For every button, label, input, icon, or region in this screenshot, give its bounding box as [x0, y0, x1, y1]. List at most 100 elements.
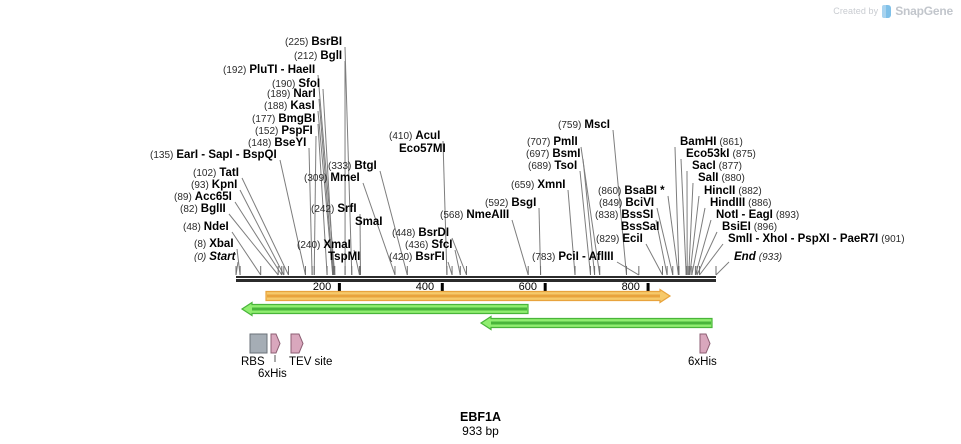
enzyme-label[interactable]: End (933): [734, 251, 782, 264]
enzyme-name: HindIII: [710, 197, 746, 209]
enzyme-position: (420): [389, 252, 413, 263]
enzyme-leader-line: [656, 207, 674, 276]
enzyme-label[interactable]: (152) PspFI: [255, 125, 313, 138]
enzyme-label[interactable]: HindIII (886): [710, 197, 772, 210]
enzyme-label[interactable]: (177) BmgBI: [252, 113, 315, 126]
enzyme-name: TspMI: [328, 251, 361, 263]
enzyme-label[interactable]: NotI - EagI (893): [716, 209, 799, 222]
enzyme-label[interactable]: SacI (877): [692, 160, 742, 173]
enzyme-name: Eco57MI: [399, 143, 446, 155]
ruler-tick: [440, 283, 444, 291]
enzyme-name: BsrFI: [415, 251, 445, 263]
enzyme-label[interactable]: (225) BsrBI: [285, 36, 342, 49]
enzyme-label[interactable]: (333) BtgI: [328, 160, 377, 173]
enzyme-position: (190): [272, 79, 296, 90]
enzyme-label[interactable]: (8) XbaI: [194, 238, 234, 251]
enzyme-position: (192): [223, 65, 247, 76]
enzyme-name: TsoI: [554, 160, 578, 172]
enzyme-position: (225): [285, 37, 309, 48]
enzyme-label[interactable]: (309) MmeI: [304, 172, 360, 185]
enzyme-name: BsrBI: [311, 36, 343, 48]
enzyme-label[interactable]: (188) KasI: [264, 100, 315, 113]
enzyme-label[interactable]: (659) XmnI: [511, 179, 565, 192]
enzyme-label[interactable]: (93) KpnI: [191, 179, 237, 192]
feature-box-RBS: [249, 333, 268, 354]
enzyme-leader-line: [667, 195, 679, 276]
enzyme-label[interactable]: Eco53kI (875): [686, 148, 756, 161]
enzyme-label[interactable]: (89) Acc65I: [174, 191, 232, 204]
enzyme-leader-line: [231, 231, 262, 276]
enzyme-position: (189): [267, 89, 291, 100]
enzyme-name: Start: [209, 251, 236, 263]
enzyme-label[interactable]: (135) EarI - SapI - BspQI: [150, 149, 277, 162]
enzyme-label[interactable]: (829) EciI: [596, 233, 643, 246]
enzyme-label[interactable]: (759) MscI: [558, 119, 610, 132]
enzyme-position: (568): [440, 210, 464, 221]
enzyme-label[interactable]: (192) PluTI - HaeII: [223, 64, 315, 77]
enzyme-position: (448): [392, 228, 416, 239]
enzyme-label[interactable]: (420) BsrFI: [389, 251, 445, 264]
enzyme-name: PluTI - HaeII: [249, 64, 316, 76]
enzyme-label[interactable]: (689) TsoI: [528, 160, 577, 173]
enzyme-position: (829): [596, 234, 620, 245]
enzyme-label[interactable]: (189) NarI: [267, 88, 316, 101]
enzyme-name: SrfI: [337, 203, 357, 215]
feature-label[interactable]: TEV site: [289, 356, 333, 368]
enzyme-name: NarI: [293, 88, 316, 100]
feature-shapes: [249, 333, 711, 354]
enzyme-name: BssSaI: [621, 221, 660, 233]
enzyme-label[interactable]: BamHI (861): [680, 136, 743, 149]
enzyme-name: PspFI: [281, 125, 313, 137]
enzyme-leader-line: [699, 243, 724, 276]
enzyme-label[interactable]: (707) PmlI: [527, 136, 578, 149]
ruler-tick-label: 800: [621, 281, 640, 293]
enzyme-label[interactable]: (82) BglII: [180, 203, 226, 216]
enzyme-position: (436): [405, 240, 429, 251]
enzyme-name: TatI: [219, 167, 239, 179]
enzyme-name: BamHI: [680, 136, 717, 148]
enzyme-label[interactable]: SmlI - XhoI - PspXI - PaeR7I (901): [728, 233, 905, 246]
feature-label[interactable]: 6xHis: [258, 368, 287, 380]
enzyme-label[interactable]: (838) BssSI: [595, 209, 653, 222]
enzyme-label[interactable]: (0) Start: [194, 251, 235, 264]
enzyme-name: BsrDI: [418, 227, 450, 239]
enzyme-name: BglI: [320, 50, 343, 62]
ruler-tick-label: 400: [415, 281, 435, 293]
enzyme-name: Acc65I: [194, 191, 232, 203]
enzyme-label[interactable]: (240) XmaI: [297, 239, 351, 252]
enzyme-position: (410): [389, 131, 413, 142]
enzyme-label[interactable]: BsiEI (896): [722, 221, 777, 234]
enzyme-name: PmlI: [553, 136, 578, 148]
enzyme-position: (135): [150, 150, 174, 161]
feature-arrow-shape-6xHis-2: [699, 333, 711, 354]
enzyme-label[interactable]: BssSaI: [618, 221, 659, 234]
enzyme-label[interactable]: (849) BciVI: [599, 197, 654, 210]
enzyme-label[interactable]: Eco57MI: [396, 143, 446, 156]
enzyme-name: MscI: [584, 119, 610, 131]
enzyme-label[interactable]: (102) TatI: [193, 167, 239, 180]
enzyme-label[interactable]: (568) NmeAIII: [440, 209, 509, 222]
enzyme-label[interactable]: (410) AcuI: [389, 130, 440, 143]
enzyme-label[interactable]: (448) BsrDI: [392, 227, 449, 240]
enzyme-label[interactable]: (190) SfoI: [272, 78, 320, 91]
enzyme-label[interactable]: (48) NdeI: [183, 221, 229, 234]
enzyme-label[interactable]: (242) SrfI: [311, 203, 357, 216]
enzyme-label[interactable]: (860) BsaBI *: [598, 185, 665, 198]
enzyme-label[interactable]: TspMI: [325, 251, 360, 264]
enzyme-label[interactable]: (436) SfcI: [405, 239, 452, 252]
enzyme-name: XmnI: [537, 179, 566, 191]
enzyme-label[interactable]: SalI (880): [698, 172, 745, 185]
enzyme-label[interactable]: HincII (882): [704, 185, 762, 198]
feature-label[interactable]: RBS: [241, 356, 265, 368]
enzyme-name: KasI: [290, 100, 315, 112]
enzyme-label[interactable]: (212) BglI: [294, 50, 342, 63]
enzyme-position: (188): [264, 101, 288, 112]
enzyme-label[interactable]: SmaI: [352, 216, 383, 229]
snapgene-logo-icon: [882, 4, 892, 18]
enzyme-label[interactable]: (148) BseYI: [248, 137, 306, 150]
enzyme-label[interactable]: (697) BsmI: [526, 148, 580, 161]
feature-label[interactable]: 6xHis: [688, 356, 717, 368]
enzyme-label[interactable]: (783) PciI - AflIII: [532, 251, 614, 264]
enzyme-label[interactable]: (592) BsgI: [485, 197, 536, 210]
enzyme-position: (697): [526, 149, 550, 160]
